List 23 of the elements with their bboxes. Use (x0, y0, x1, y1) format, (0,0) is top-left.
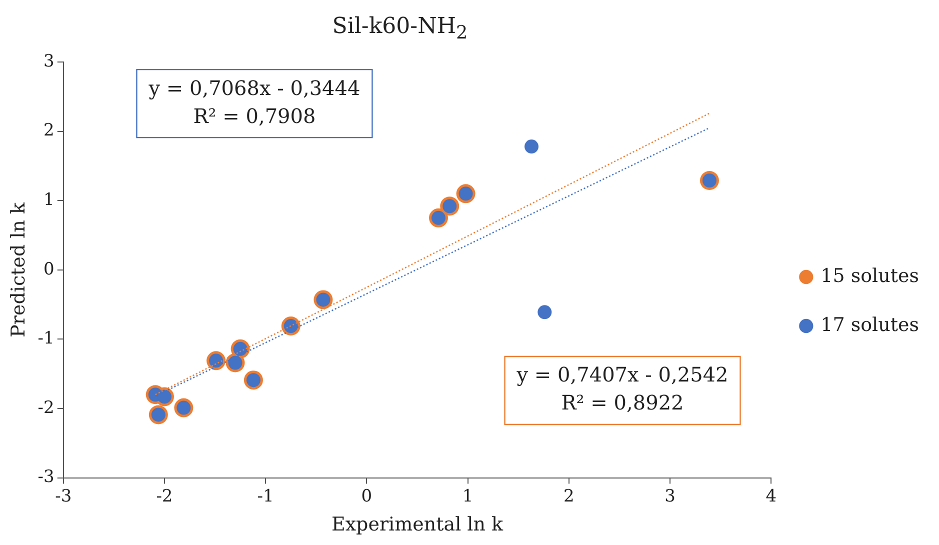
y-tick-label: 0 (44, 259, 54, 280)
x-tick-label: 2 (564, 486, 574, 506)
point (538, 305, 552, 320)
x-tick-label: 1 (462, 486, 474, 506)
y-tick-label: 1 (44, 190, 54, 210)
y-tick-label: -1 (38, 328, 54, 349)
y-tick-label: -2 (38, 398, 54, 418)
annotation: y = 0,7068x - 0,3444 R² = 0,7908 (148, 76, 360, 128)
x-tick-label: 3 (664, 486, 676, 506)
y-tick-label: 2 (44, 120, 54, 141)
x-tick-label: 4 (766, 486, 777, 506)
annotation: y = 0,7407x - 0,2542 R² = 0,8922 (516, 362, 728, 415)
y-axis-title: Predicted ln k (7, 202, 30, 338)
x-axis-title: Experimental ln k (331, 514, 504, 536)
point (524, 140, 539, 154)
x-tick-label: -1 (257, 486, 274, 506)
chart-title: Sil-k60-NH$_{2}$ (331, 14, 469, 44)
legend-label: 17 solutes (820, 314, 920, 336)
y-tick-label: -3 (38, 467, 54, 488)
x-tick-label: -2 (156, 486, 173, 506)
legend-label: 15 solutes (820, 264, 920, 287)
y-tick-label: 3 (44, 51, 54, 72)
x-tick-label: 0 (361, 486, 372, 506)
